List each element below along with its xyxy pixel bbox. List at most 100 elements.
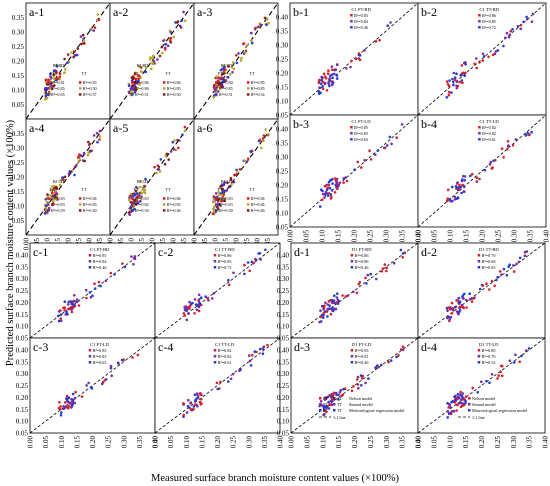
- data-point: [227, 380, 230, 383]
- data-point: [222, 80, 226, 83]
- data-point: [374, 40, 378, 43]
- data-point: [212, 291, 216, 295]
- data-point: [322, 72, 326, 76]
- legend-swatch: [47, 81, 50, 84]
- data-point: [163, 48, 167, 51]
- data-point: [143, 188, 147, 192]
- data-point: [52, 69, 56, 73]
- data-point: [460, 79, 464, 82]
- data-point: [98, 129, 102, 133]
- data-point: [463, 175, 467, 178]
- station-label: FT: [50, 71, 55, 76]
- data-point: [319, 188, 323, 191]
- data-point: [490, 373, 494, 376]
- data-point: [195, 308, 199, 312]
- legend-entry: R²=0.51: [135, 92, 149, 97]
- legend-swatch: [477, 266, 481, 269]
- data-point: [156, 58, 159, 61]
- data-point: [83, 42, 86, 45]
- data-point: [169, 40, 172, 44]
- data-point: [219, 68, 223, 72]
- data-point: [460, 394, 464, 398]
- data-point: [225, 189, 228, 192]
- x-tick-label: 0.40: [152, 436, 160, 449]
- data-point: [223, 181, 227, 184]
- legend-entry: R²=0.86: [482, 13, 496, 18]
- data-point: [337, 393, 340, 397]
- data-point: [512, 270, 516, 273]
- legend-swatch: [88, 355, 92, 358]
- data-point: [530, 130, 533, 134]
- data-point: [143, 191, 146, 194]
- data-point: [215, 205, 219, 209]
- data-point: [358, 54, 362, 57]
- x-axis-title: Measured surface branch moisture content…: [151, 473, 399, 484]
- one-to-one-line: [289, 2, 419, 116]
- legend-swatch: [47, 203, 50, 206]
- data-point: [326, 186, 329, 190]
- data-point: [160, 45, 164, 49]
- legend-swatch: [468, 397, 471, 400]
- legend-entry: TT: [337, 408, 343, 413]
- data-point: [447, 93, 451, 97]
- data-point: [511, 144, 515, 147]
- data-point: [464, 399, 467, 403]
- data-point: [323, 196, 326, 199]
- panel-title: C1 FT-BD: [351, 7, 371, 12]
- data-point: [59, 313, 63, 317]
- data-point: [138, 65, 141, 68]
- data-point: [470, 172, 474, 176]
- data-point: [245, 44, 249, 47]
- legend-entry: R²=0.80: [219, 80, 233, 85]
- data-point: [392, 262, 396, 265]
- data-point: [51, 191, 54, 195]
- data-point: [491, 166, 494, 169]
- data-point: [451, 77, 454, 81]
- legend-swatch: [78, 93, 82, 96]
- x-tick-label: 0.15: [462, 436, 470, 449]
- data-point: [90, 28, 93, 31]
- y-tick-label: 0.25: [277, 382, 290, 390]
- data-point: [329, 193, 333, 196]
- data-point: [230, 182, 233, 186]
- x-tick-label: 0.10: [446, 436, 454, 449]
- data-point: [248, 269, 251, 273]
- data-point: [206, 296, 209, 300]
- data-point: [490, 279, 494, 283]
- y-tick-label: 0.05: [16, 430, 29, 438]
- legend-entry: R²=0.50: [83, 86, 97, 91]
- legend-swatch: [213, 254, 217, 257]
- data-point: [189, 401, 193, 404]
- legend-swatch: [333, 403, 336, 406]
- legend-swatch: [88, 349, 92, 352]
- data-point: [235, 54, 238, 57]
- data-point: [52, 73, 56, 76]
- y-tick-label: 0.25: [12, 159, 25, 167]
- y-tick-label: 0.25: [276, 56, 289, 64]
- legend-swatch: [213, 349, 217, 352]
- data-point: [164, 42, 168, 46]
- data-point: [509, 29, 512, 33]
- station-label: FT: [50, 187, 55, 192]
- data-point: [61, 176, 64, 179]
- legend-swatch: [47, 93, 50, 96]
- data-point: [88, 291, 92, 294]
- data-point: [75, 163, 78, 167]
- legend-swatch: [477, 349, 481, 352]
- data-point: [491, 53, 495, 57]
- data-point: [132, 257, 136, 260]
- data-point: [44, 78, 48, 82]
- data-point: [331, 182, 334, 185]
- data-point: [360, 166, 363, 169]
- data-point: [55, 71, 58, 74]
- data-point: [257, 252, 260, 255]
- y-tick-label: 0.10: [16, 418, 29, 426]
- data-point: [59, 319, 63, 323]
- data-point: [360, 384, 363, 387]
- legend-entry: R²=0.51: [219, 92, 233, 97]
- data-point: [506, 140, 510, 143]
- data-point: [453, 76, 457, 79]
